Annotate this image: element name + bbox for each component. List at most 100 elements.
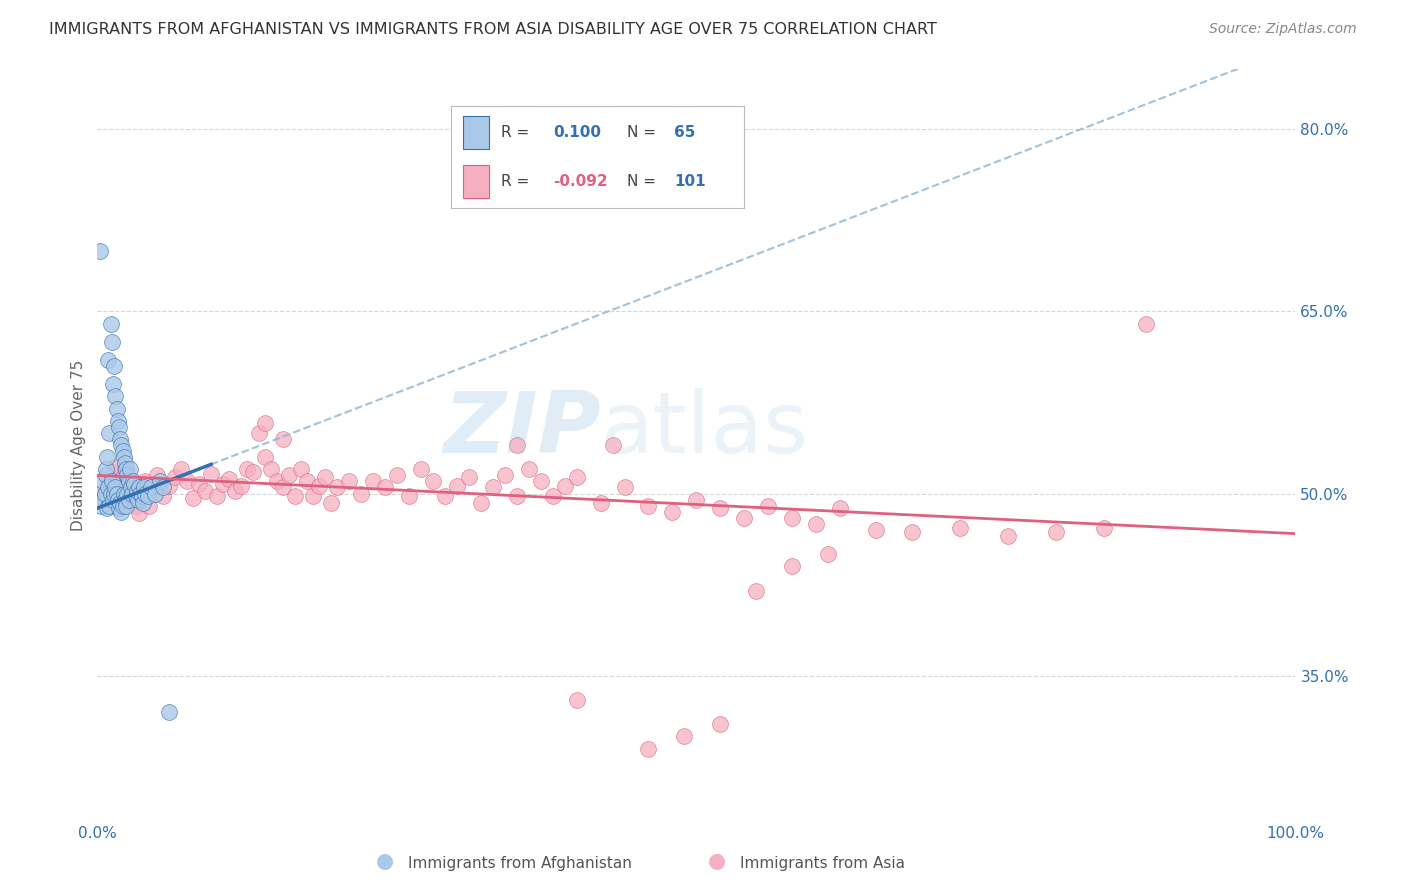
Point xyxy=(745,583,768,598)
Point xyxy=(152,489,174,503)
Point xyxy=(224,484,246,499)
Point xyxy=(637,499,659,513)
Point xyxy=(1092,520,1115,534)
Point xyxy=(756,499,779,513)
Point xyxy=(817,547,839,561)
Point xyxy=(194,484,217,499)
Point xyxy=(409,462,432,476)
Point xyxy=(127,492,149,507)
Point xyxy=(541,489,564,503)
Point xyxy=(120,481,142,495)
Point xyxy=(125,499,148,513)
Point xyxy=(94,468,117,483)
Point xyxy=(271,432,294,446)
Point xyxy=(457,469,479,483)
Point xyxy=(254,450,277,464)
Point xyxy=(114,456,136,470)
Point xyxy=(602,438,624,452)
Point xyxy=(124,476,146,491)
Point xyxy=(138,499,160,513)
Point xyxy=(101,465,124,479)
Point xyxy=(100,472,122,486)
Point xyxy=(129,486,152,500)
Point xyxy=(110,438,132,452)
Point xyxy=(93,492,115,507)
Point xyxy=(637,741,659,756)
Point xyxy=(107,414,129,428)
Point xyxy=(374,481,396,495)
Point xyxy=(254,416,277,430)
Point xyxy=(118,462,141,476)
Point xyxy=(295,475,318,489)
Point xyxy=(188,476,211,491)
Point xyxy=(271,481,294,495)
Point xyxy=(830,501,852,516)
Point xyxy=(446,479,468,493)
Point xyxy=(98,499,121,513)
Point xyxy=(780,559,803,574)
Point xyxy=(242,465,264,479)
Point xyxy=(530,475,553,489)
Point xyxy=(112,450,135,464)
Point xyxy=(709,501,731,516)
Point xyxy=(780,511,803,525)
Text: Immigrants from Afghanistan: Immigrants from Afghanistan xyxy=(408,856,631,871)
Point xyxy=(103,359,125,373)
Point xyxy=(101,377,124,392)
Point xyxy=(136,489,159,503)
Point xyxy=(433,489,456,503)
Point xyxy=(613,481,636,495)
Point xyxy=(117,468,139,483)
Point xyxy=(517,462,540,476)
Point xyxy=(673,730,696,744)
Point xyxy=(205,489,228,503)
Point xyxy=(131,489,153,503)
Point xyxy=(115,462,138,476)
Point xyxy=(661,505,683,519)
Point xyxy=(108,432,131,446)
Point xyxy=(104,481,127,495)
Point xyxy=(165,469,187,483)
Point xyxy=(152,481,174,495)
Point xyxy=(176,475,198,489)
Point xyxy=(146,468,169,483)
Text: ●: ● xyxy=(377,852,394,871)
Point xyxy=(125,484,148,499)
Point xyxy=(93,486,115,500)
Point xyxy=(114,462,136,476)
Point xyxy=(112,486,135,500)
Point xyxy=(104,459,127,474)
Point xyxy=(565,469,588,483)
Point xyxy=(481,481,503,495)
Point xyxy=(865,523,887,537)
Point xyxy=(101,492,124,507)
Point xyxy=(134,475,156,489)
Point xyxy=(117,475,139,489)
Point xyxy=(100,475,122,489)
Point xyxy=(97,476,120,491)
Point xyxy=(157,479,180,493)
Point xyxy=(96,450,118,464)
Text: Source: ZipAtlas.com: Source: ZipAtlas.com xyxy=(1209,22,1357,37)
Point xyxy=(132,481,155,495)
Point xyxy=(104,389,127,403)
Point xyxy=(494,468,516,483)
Point xyxy=(122,475,145,489)
Y-axis label: Disability Age Over 75: Disability Age Over 75 xyxy=(72,359,86,531)
Point xyxy=(319,496,342,510)
Text: ●: ● xyxy=(709,852,725,871)
Point xyxy=(314,469,336,483)
Point xyxy=(229,479,252,493)
Point xyxy=(96,501,118,516)
Point xyxy=(90,486,112,500)
Point xyxy=(733,511,755,525)
Point xyxy=(117,496,139,510)
Text: atlas: atlas xyxy=(600,388,808,472)
Point xyxy=(422,475,444,489)
Point xyxy=(103,486,125,500)
Point xyxy=(91,492,114,507)
Point xyxy=(105,401,128,416)
Point xyxy=(554,479,576,493)
Point xyxy=(284,489,307,503)
Text: IMMIGRANTS FROM AFGHANISTAN VS IMMIGRANTS FROM ASIA DISABILITY AGE OVER 75 CORRE: IMMIGRANTS FROM AFGHANISTAN VS IMMIGRANT… xyxy=(49,22,936,37)
